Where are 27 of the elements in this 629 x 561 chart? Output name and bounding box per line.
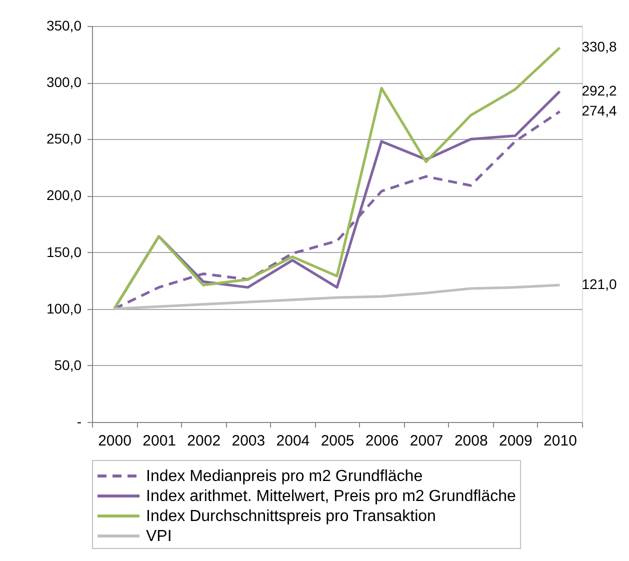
x-tick-label: 2010 [544,432,577,450]
x-tick-label: 2005 [320,432,354,450]
x-tick-label: 2003 [232,432,266,450]
y-tick-label: - [76,414,82,430]
legend-label: VPI [146,528,172,545]
x-tick-label: 2000 [98,432,132,450]
data-label: 121,0 [582,276,617,292]
data-label: 330,8 [582,38,617,55]
y-tick-label: 350,0 [46,18,82,34]
x-tick-label: 2006 [365,432,399,450]
y-tick-label: 200,0 [46,187,82,204]
y-tick-label: 150,0 [46,244,82,260]
y-tick-label: 300,0 [46,74,82,90]
y-tick-label: 100,0 [46,300,82,316]
legend-label: Index Medianpreis pro m2 Grundfläche [146,468,423,485]
y-tick-label: 50,0 [54,356,82,373]
data-label: 274,4 [582,102,617,119]
x-tick-label: 2002 [187,432,221,450]
x-tick-label: 2004 [276,432,310,450]
x-tick-label: 2009 [498,432,532,450]
legend-label: Index Durchschnittspreis pro Transaktion [146,508,436,525]
y-tick-label: 250,0 [46,130,82,147]
data-label: 292,2 [582,82,617,98]
x-tick-label: 2001 [142,432,176,450]
legend-label: Index arithmet. Mittelwert, Preis pro m2 Grundfläche [146,488,516,505]
x-tick-label: 2007 [410,432,444,450]
x-tick-label: 2008 [454,432,488,450]
